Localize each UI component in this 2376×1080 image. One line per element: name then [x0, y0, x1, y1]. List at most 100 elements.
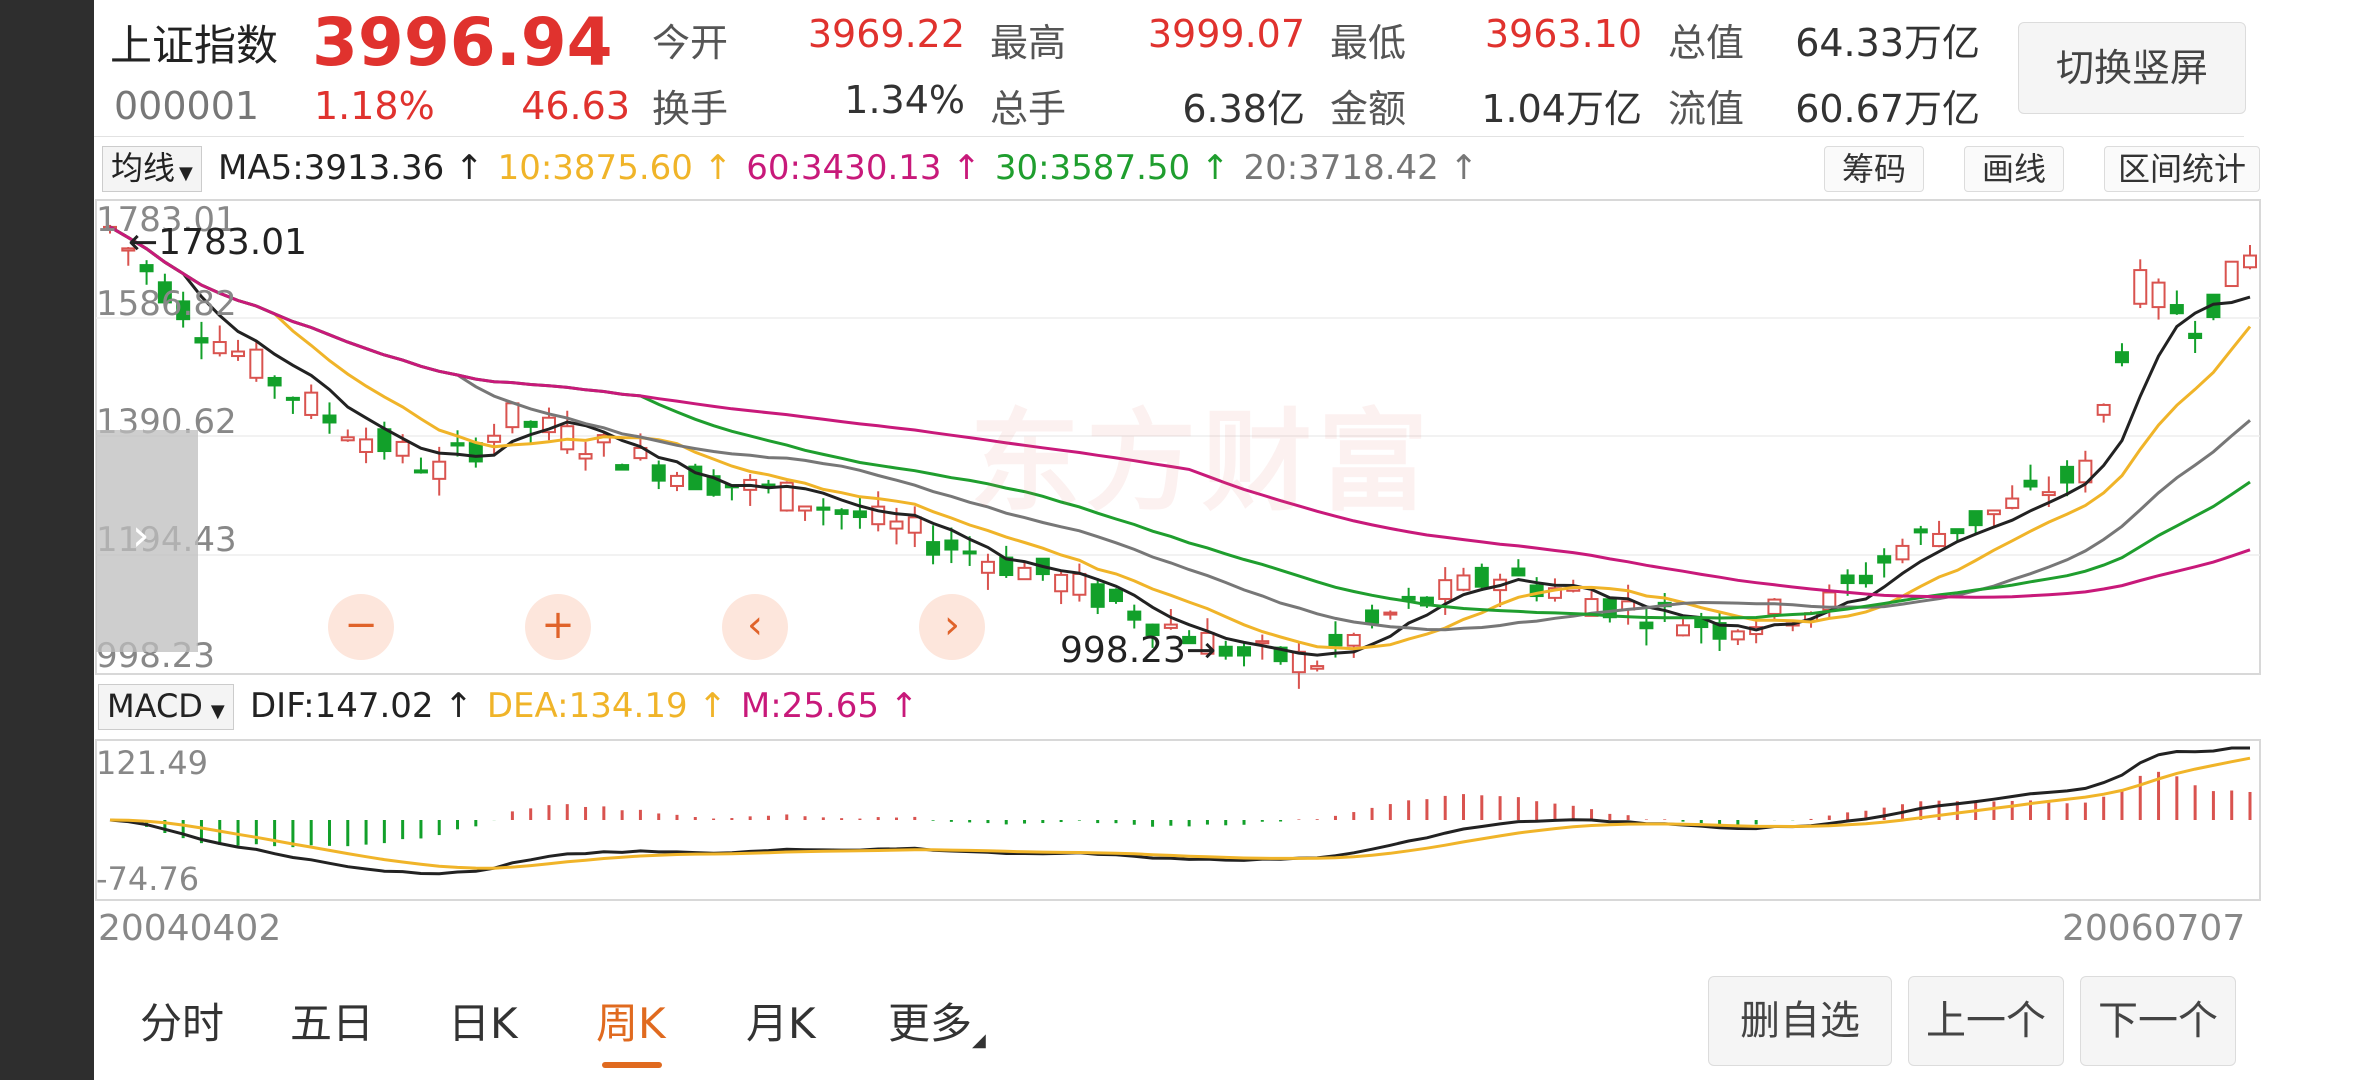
remove-watchlist-button[interactable]: 删自选: [1708, 976, 1892, 1066]
chevron-right-icon: ›: [944, 602, 960, 648]
candle: [359, 438, 374, 453]
candle: [1273, 646, 1288, 663]
tab-weekly-k[interactable]: 周K: [596, 999, 666, 1048]
candle: [1310, 665, 1325, 670]
candle: [194, 337, 209, 344]
previous-button[interactable]: 上一个: [1908, 976, 2064, 1066]
tab-more[interactable]: 更多◢: [888, 990, 986, 1051]
candle: [2096, 403, 2111, 416]
candle: [450, 442, 465, 447]
candle: [1749, 626, 1764, 636]
tab-daily-k[interactable]: 日K: [448, 999, 518, 1048]
tab-more-label: 更多: [888, 999, 973, 1048]
candle: [560, 425, 575, 451]
macd-selector[interactable]: MACD ▼: [98, 684, 234, 730]
candle: [798, 505, 813, 512]
tab-five-day[interactable]: 五日: [290, 999, 375, 1048]
candle: [1035, 557, 1050, 576]
candle: [615, 464, 630, 471]
candle: [2078, 459, 2093, 484]
ma-selector[interactable]: 均线 ▼: [102, 146, 202, 192]
macd-y-top: 121.49: [96, 744, 208, 782]
change-percent: 1.18%: [314, 84, 435, 128]
candle: [761, 483, 776, 489]
candle: [578, 453, 593, 460]
stat-value: 3969.22: [807, 12, 965, 56]
candle: [1602, 598, 1617, 619]
candle: [1127, 610, 1142, 621]
switch-portrait-button[interactable]: 切换竖屏: [2018, 22, 2246, 114]
stat-value: 64.33万亿: [1795, 21, 1980, 65]
move-right-button[interactable]: ›: [919, 594, 985, 660]
candle: [688, 465, 703, 491]
chips-button[interactable]: 筹码: [1824, 146, 1924, 192]
plus-icon: +: [541, 602, 575, 648]
candle: [212, 341, 227, 355]
candle: [487, 434, 502, 443]
move-left-button[interactable]: ‹: [722, 594, 788, 660]
candle: [816, 506, 831, 511]
macd-line: [109, 746, 2250, 876]
candle: [834, 509, 849, 515]
next-button[interactable]: 下一个: [2080, 976, 2236, 1066]
candle: [1237, 646, 1252, 657]
tab-monthly-k[interactable]: 月K: [746, 999, 816, 1048]
candle: [926, 541, 941, 556]
candle: [468, 442, 483, 463]
candle: [231, 350, 246, 358]
stat-label: 换手: [652, 87, 729, 131]
chevron-left-icon: ‹: [747, 602, 763, 648]
candle: [1108, 588, 1123, 603]
macd-y-bottom: -74.76: [96, 860, 200, 898]
candle: [1163, 623, 1178, 629]
candle: [1456, 574, 1471, 591]
candle: [1438, 579, 1453, 600]
candle: [1840, 574, 1855, 585]
stat-value: 6.38亿: [1182, 87, 1305, 131]
candle: [1090, 583, 1105, 608]
candle: [2206, 293, 2221, 319]
candle: [1822, 591, 1837, 611]
y-label-2: 1586.82: [96, 284, 237, 324]
zoom-out-button[interactable]: −: [328, 594, 394, 660]
macd-selector-label: MACD: [107, 687, 203, 725]
candle: [1950, 528, 1965, 535]
side-panel-handle[interactable]: [96, 430, 198, 652]
candle: [1346, 633, 1361, 647]
candle: [2243, 254, 2257, 269]
candle: [340, 436, 355, 442]
candle: [2023, 479, 2038, 488]
candle: [267, 376, 282, 387]
candle: [2114, 351, 2129, 364]
candle: [1328, 633, 1343, 647]
candle: [852, 510, 867, 519]
candle: [1054, 573, 1069, 593]
minus-icon: −: [344, 602, 378, 648]
candle: [1639, 621, 1654, 630]
range-stats-button[interactable]: 区间统计: [2104, 146, 2260, 192]
zoom-in-button[interactable]: +: [525, 594, 591, 660]
candle: [1547, 587, 1562, 599]
candle: [633, 446, 648, 460]
candle: [413, 469, 428, 474]
candle: [1968, 510, 1983, 527]
macd-item: DIF:147.02 ↑: [250, 686, 473, 726]
candle: [779, 481, 794, 512]
candle: [523, 420, 538, 428]
tab-intraday[interactable]: 分时: [140, 999, 225, 1048]
candle: [1804, 612, 1819, 622]
candle: [999, 556, 1014, 577]
x-axis-start: 20040402: [98, 908, 282, 949]
y-label-top: 1783.01: [96, 200, 237, 240]
candle: [541, 416, 556, 434]
low-marker: 998.23→: [1060, 630, 1217, 671]
candle: [2060, 465, 2075, 484]
stat-label: 最高: [990, 21, 1067, 65]
stat-value: 1.04万亿: [1481, 87, 1642, 131]
candle: [706, 475, 721, 496]
candle: [322, 414, 337, 424]
stat-label: 今开: [652, 21, 729, 65]
candle: [285, 396, 300, 401]
index-name: 上证指数: [110, 21, 279, 70]
draw-line-button[interactable]: 画线: [1964, 146, 2064, 192]
